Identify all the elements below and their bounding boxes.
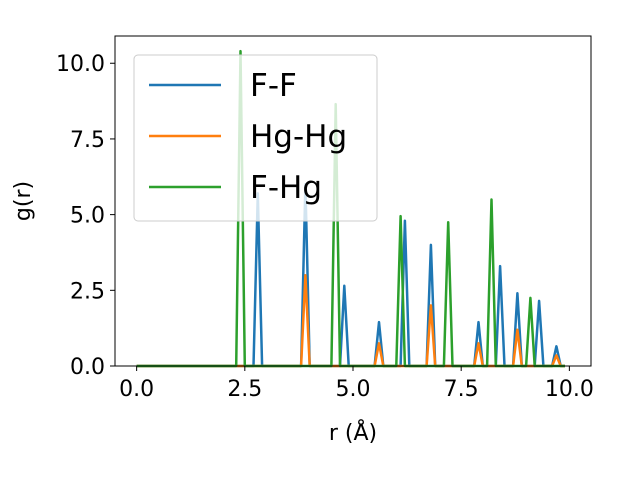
y-tick-label: 7.5 [70, 128, 105, 153]
x-tick-label: 10.0 [545, 377, 594, 402]
y-axis-ticks: 0.0 2.5 5.0 7.5 10.0 [56, 52, 115, 380]
legend-entries: F-F Hg-Hg F-Hg [149, 68, 347, 206]
legend-box [133, 54, 378, 222]
series-line-0 [136, 183, 565, 368]
y-tick-label: 10.0 [56, 52, 105, 77]
y-tick-label: 5.0 [70, 204, 105, 229]
x-axis-label: r (Å) [329, 419, 377, 446]
legend-label-0: F-F [250, 68, 297, 104]
y-tick-label: 2.5 [70, 279, 105, 304]
legend: F-F Hg-Hg F-Hg [133, 54, 378, 222]
x-axis-ticks: 0.0 2.5 5.0 7.5 10.0 [119, 366, 594, 402]
x-tick-label: 5.0 [336, 377, 371, 402]
x-tick-label: 0.0 [119, 377, 154, 402]
legend-label-2: F-Hg [250, 170, 322, 206]
x-tick-label: 2.5 [227, 377, 262, 402]
x-tick-label: 7.5 [444, 377, 479, 402]
y-tick-label: 0.0 [70, 355, 105, 380]
legend-label-1: Hg-Hg [250, 119, 347, 155]
y-axis-label: g(r) [11, 181, 36, 221]
